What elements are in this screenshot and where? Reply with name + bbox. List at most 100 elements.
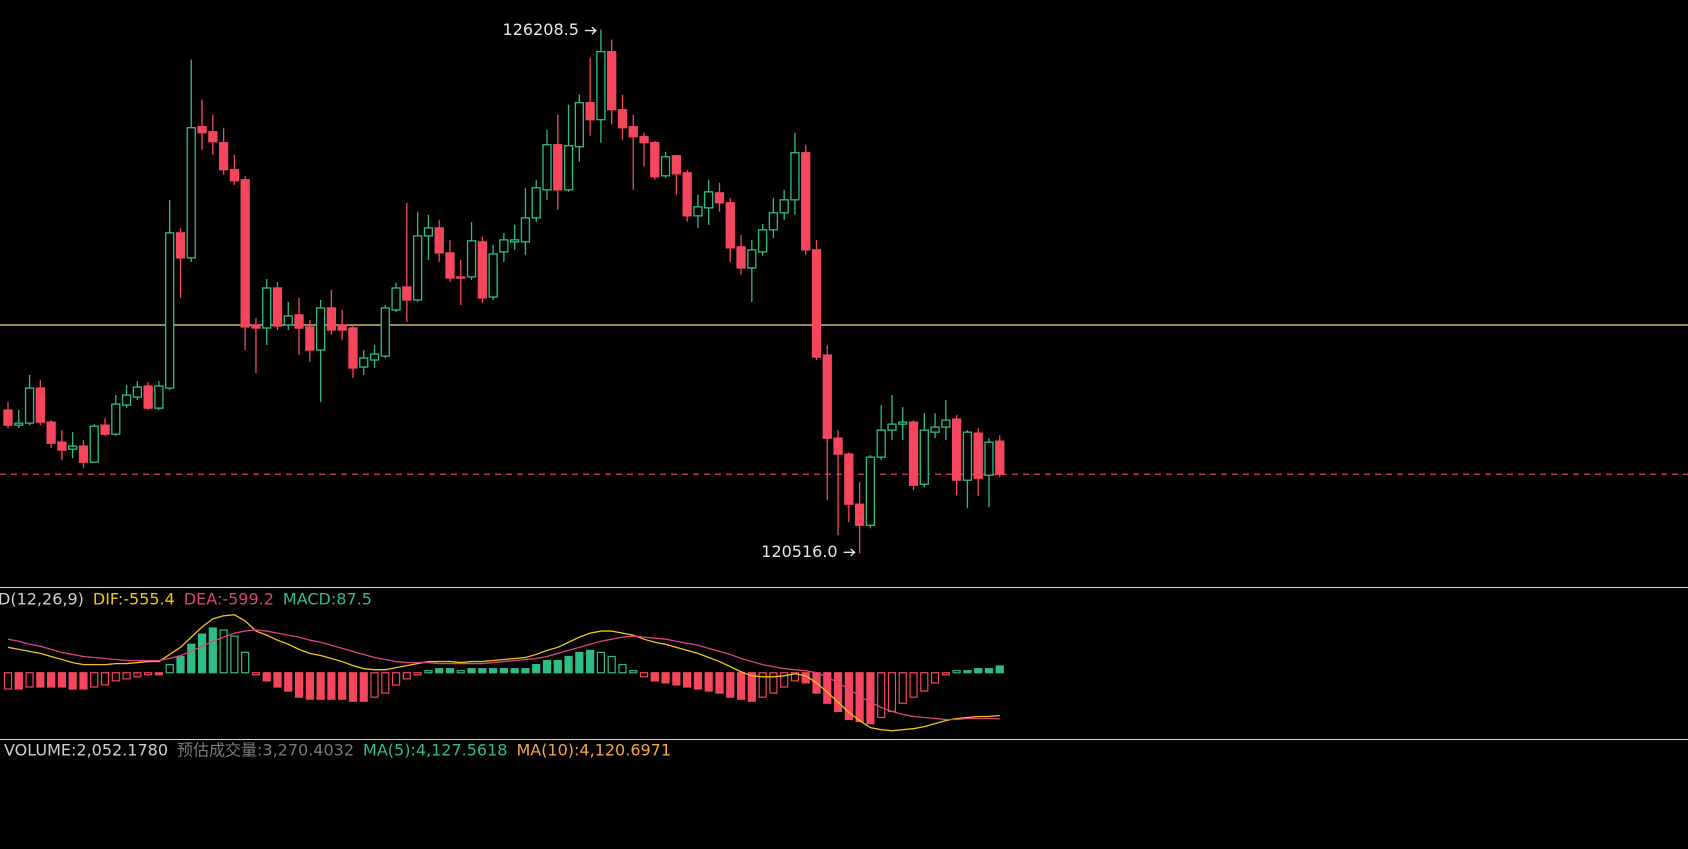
macd-bar (165, 664, 174, 674)
candle-body (563, 145, 574, 191)
candle-body (617, 109, 628, 129)
extreme-label: 120516.0 (761, 542, 837, 561)
candle-body (531, 187, 541, 219)
macd-bar (402, 672, 411, 680)
candle-body (165, 232, 175, 389)
macd-bar (230, 635, 239, 674)
macd-bar (564, 655, 573, 674)
macd-bar (144, 672, 153, 676)
macd-bar (930, 672, 940, 684)
legend-label: DEA:-599.2 (184, 590, 274, 609)
candle-body (208, 131, 218, 143)
macd-bar (499, 668, 508, 674)
macd-bar (521, 668, 530, 674)
candle-body (930, 426, 940, 433)
macd-bar (359, 672, 368, 702)
candle-body (466, 240, 477, 278)
macd-bar (618, 664, 627, 674)
macd-bar (661, 672, 670, 684)
candle-body (919, 429, 929, 485)
candle-body (779, 199, 789, 214)
macd-bar (90, 672, 99, 688)
macd-bar (251, 672, 261, 676)
macd-bar (726, 672, 735, 698)
candle-body (262, 287, 272, 329)
macd-bar (596, 651, 606, 674)
macd-bar (100, 672, 110, 686)
macd-bar (241, 651, 250, 674)
macd-bar (133, 672, 142, 678)
macd-line (7, 614, 1000, 732)
legend-label: MA(5):4,127.5618 (363, 741, 507, 760)
macd-bar (769, 672, 778, 694)
extreme-arrow (584, 26, 597, 35)
extreme-arrow (843, 548, 856, 557)
candle-body (898, 421, 908, 425)
candle-body (714, 192, 725, 204)
macd-bar (68, 672, 77, 690)
candle-body (790, 152, 800, 201)
candle-body (229, 169, 240, 182)
candle-body (68, 445, 78, 450)
macd-bar (338, 672, 347, 700)
candle-body (995, 440, 1005, 475)
candle-body (510, 239, 520, 243)
candle-body (14, 422, 24, 426)
candle-body (704, 191, 714, 209)
macd-bar (790, 672, 800, 682)
candle-body (671, 155, 682, 175)
macd-bar (909, 672, 918, 698)
macd-bar (607, 655, 616, 674)
macd-bar (111, 672, 120, 682)
legend-label: D(12,26,9) (0, 590, 84, 609)
candle-body (973, 432, 983, 479)
candle-body (941, 419, 951, 428)
macd-bar (370, 672, 379, 698)
candle-body (305, 326, 315, 351)
macd-bar (294, 672, 304, 698)
candle-body (369, 353, 380, 361)
candle-body (121, 394, 132, 406)
candle-body (607, 50, 617, 111)
candle-body (693, 206, 703, 217)
macd-bar (683, 672, 692, 688)
macd-bar (305, 672, 314, 700)
legend-label: DIF:-555.4 (93, 590, 175, 609)
macd-bar (532, 664, 541, 674)
candle-body (251, 324, 261, 329)
candle-body (391, 287, 401, 311)
macd-bar (456, 670, 465, 674)
candle-body (574, 102, 584, 148)
candle-body (801, 152, 811, 251)
candle-body (294, 314, 304, 329)
macd-bar (413, 672, 422, 676)
macd-bar (542, 659, 552, 674)
candle-body (854, 503, 865, 526)
legend-label: 预估成交量:3,270.4032 (177, 741, 354, 760)
macd-bar (844, 672, 853, 721)
candle-body (89, 425, 99, 463)
macd-bar (866, 672, 875, 725)
macd-bar (176, 655, 185, 674)
candle-body (660, 156, 671, 177)
extreme-label: 126208.5 (503, 20, 579, 39)
candle-body (412, 235, 423, 301)
macd-bar (154, 672, 164, 676)
candle-body (380, 307, 390, 357)
macd-bar (855, 672, 864, 723)
candle-body (757, 229, 768, 253)
macd-bar (586, 649, 595, 674)
candle-body (456, 276, 466, 279)
macd-bar (424, 670, 433, 674)
candle-body (650, 142, 660, 178)
macd-bar (575, 651, 584, 674)
macd-bar (736, 672, 746, 700)
candle-body (154, 385, 164, 409)
macd-bar (273, 672, 282, 688)
macd-bar (553, 659, 562, 674)
macd-bar (219, 629, 228, 674)
candle-body (283, 315, 293, 326)
candle-body (736, 246, 746, 269)
